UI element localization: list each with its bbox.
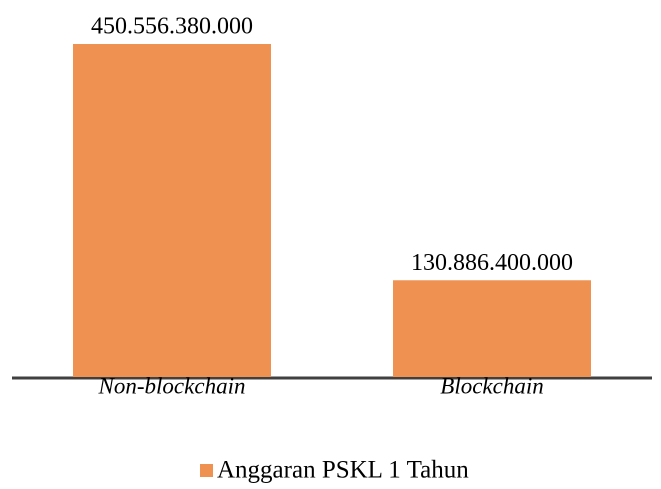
legend-swatch bbox=[200, 464, 213, 477]
bar bbox=[73, 44, 271, 377]
x-tick-label: Non-blockchain bbox=[98, 373, 246, 398]
data-label: 450.556.380.000 bbox=[91, 14, 253, 40]
bar bbox=[393, 280, 591, 377]
legend-label: Anggaran PSKL 1 Tahun bbox=[217, 457, 469, 484]
data-label: 130.886.400.000 bbox=[411, 250, 573, 276]
x-tick-label: Blockchain bbox=[440, 373, 543, 398]
